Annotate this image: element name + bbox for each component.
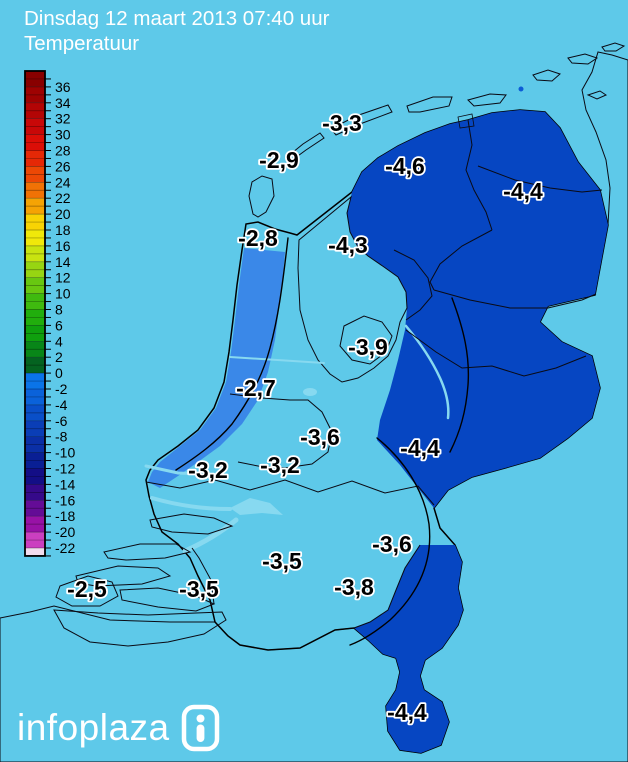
- scale-tick-label: 4: [55, 333, 63, 349]
- map-date-title: Dinsdag 12 maart 2013 07:40 uur: [24, 7, 330, 30]
- temperature-reading: -4,3: [328, 232, 368, 258]
- isotherm-lines: [175, 237, 470, 646]
- scale-tick-label: 18: [55, 222, 71, 238]
- scale-tick-label: -12: [55, 461, 75, 477]
- scale-tick-label: 22: [55, 190, 71, 206]
- temperature-reading: -3,5: [262, 548, 302, 574]
- scale-tick-label: 8: [55, 302, 63, 318]
- temperature-readings: -3,3 -2,9 -4,6 -4,4 -2,8 -4,3 -3,9 -2,7 -3,6 -4,4…: [65, 108, 544, 727]
- zeeland-delta: [53, 513, 234, 647]
- scale-tick-label: -18: [55, 508, 75, 524]
- scale-tick-label: -16: [55, 492, 75, 508]
- ijsselmeer: [297, 195, 408, 383]
- scale-tick-label: -8: [55, 429, 68, 445]
- temperature-reading: -3,6: [300, 424, 340, 450]
- temperature-reading: -2,5: [67, 576, 107, 602]
- scale-tick-label: 36: [55, 79, 71, 95]
- scale-tick-label: 34: [55, 95, 71, 111]
- map-parameter-title: Temperatuur: [24, 32, 140, 55]
- cold-band-limburg: [354, 545, 463, 753]
- temperature-reading: -2,8: [238, 225, 278, 251]
- scale-tick-label: 14: [55, 254, 71, 270]
- mild-coastal-band: [148, 248, 285, 488]
- scale-tick-label: 26: [55, 158, 71, 174]
- scale-tick-label: -22: [55, 540, 75, 556]
- map-header: Dinsdag 12 maart 2013 07:40 uur Temperat…: [24, 6, 329, 56]
- temperature-reading: -3,3: [322, 110, 362, 136]
- temperature-reading: -4,6: [385, 153, 425, 179]
- wadden-islands: [248, 86, 524, 218]
- scale-tick-label: 24: [55, 174, 71, 190]
- infoplaza-logo: infoplaza: [17, 703, 221, 753]
- temperature-scale: 363432302826242220181614121086420-2-4-6-…: [24, 70, 75, 557]
- scale-tick-label: 30: [55, 127, 71, 143]
- inland-waters: [144, 113, 475, 554]
- scale-tick-label: 28: [55, 143, 71, 159]
- scale-tick-label: 0: [55, 365, 63, 381]
- temperature-reading: -3,6: [372, 531, 412, 557]
- infoplaza-i-icon: [181, 704, 219, 752]
- scale-tick-label: 12: [55, 270, 71, 286]
- scale-tick-label: -20: [55, 524, 75, 540]
- scale-tick-label: -6: [55, 413, 68, 429]
- temperature-reading: -2,9: [259, 147, 299, 173]
- german-islands: [532, 42, 626, 100]
- scale-tick-label: -10: [55, 445, 75, 461]
- temperature-reading: -3,2: [260, 452, 300, 478]
- scale-tick-label: 16: [55, 238, 71, 254]
- scale-tick-label: 10: [55, 286, 71, 302]
- temperature-reading: -3,5: [179, 576, 219, 602]
- scale-tick-label: 32: [55, 111, 71, 127]
- temperature-reading: -4,4: [503, 178, 543, 204]
- scale-tick-label: 6: [55, 317, 63, 333]
- temperature-reading: -2,7: [236, 375, 276, 401]
- scale-tick-label: -2: [55, 381, 68, 397]
- temperature-reading: -4,4: [387, 699, 427, 725]
- temperature-reading: -3,2: [188, 457, 228, 483]
- scale-tick-label: 20: [55, 206, 71, 222]
- province-borders: [145, 119, 603, 629]
- scale-tick-label: -4: [55, 397, 68, 413]
- temperature-reading: -3,8: [334, 574, 374, 600]
- cold-band-northeast: [347, 110, 608, 508]
- scale-tick-label: -14: [55, 476, 75, 492]
- temperature-reading: -3,9: [348, 334, 388, 360]
- flevoland: [339, 315, 393, 365]
- infoplaza-logo-text: infoplaza: [17, 707, 170, 748]
- temperature-reading: -4,4: [400, 435, 440, 461]
- scale-tick-label: 2: [55, 349, 63, 365]
